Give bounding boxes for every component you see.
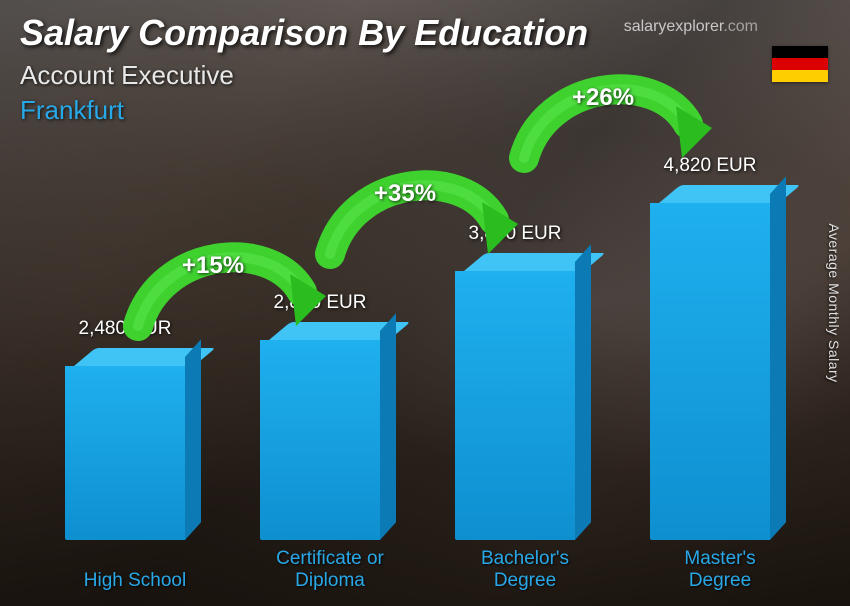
- bar-front-face: [260, 340, 380, 540]
- bar: [650, 185, 770, 540]
- category-label: Bachelor'sDegree: [440, 548, 610, 592]
- bar-group: 2,480 EUR: [50, 348, 200, 540]
- watermark-brand: salaryexplorer: [624, 18, 724, 35]
- bar-front-face: [65, 366, 185, 540]
- flag-stripe: [772, 58, 828, 70]
- increase-arc: +15%: [120, 230, 320, 350]
- increase-percentage: +35%: [374, 180, 436, 208]
- arc-arrow-icon: [120, 230, 320, 350]
- job-title: Account Executive: [20, 60, 830, 91]
- country-flag-germany: [772, 46, 828, 82]
- bar-group: 2,850 EUR: [245, 322, 395, 540]
- bar-front-face: [650, 203, 770, 540]
- arc-arrow-icon: [506, 62, 706, 182]
- increase-percentage: +26%: [572, 84, 634, 112]
- bar-front-face: [455, 271, 575, 540]
- arc-arrow-icon: [312, 158, 512, 278]
- category-label: Master'sDegree: [635, 548, 805, 592]
- increase-percentage: +15%: [182, 252, 244, 280]
- bar: [65, 348, 185, 540]
- bar: [455, 253, 575, 540]
- increase-arc: +35%: [312, 158, 512, 278]
- bar-side-face: [575, 244, 591, 540]
- bar-group: 4,820 EUR: [635, 185, 785, 540]
- increase-arc: +26%: [506, 62, 706, 182]
- bar: [260, 322, 380, 540]
- site-watermark: salaryexplorer.com: [624, 18, 758, 36]
- watermark-suffix: .com: [723, 18, 758, 35]
- category-label: High School: [50, 570, 220, 592]
- bar-side-face: [770, 176, 786, 540]
- category-label: Certificate orDiploma: [245, 548, 415, 592]
- bar-chart: 2,480 EUR High School 2,850 EUR Certificate…: [30, 150, 810, 592]
- bar-side-face: [380, 313, 396, 540]
- flag-stripe: [772, 46, 828, 58]
- bar-side-face: [185, 339, 201, 540]
- flag-stripe: [772, 70, 828, 82]
- city-name: Frankfurt: [20, 95, 830, 126]
- bar-group: 3,840 EUR: [440, 253, 590, 540]
- y-axis-label: Average Monthly Salary: [826, 223, 842, 382]
